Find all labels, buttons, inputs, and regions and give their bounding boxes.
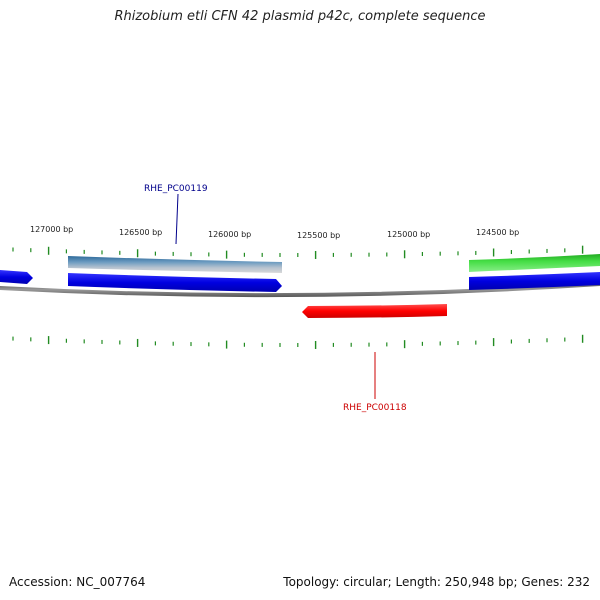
gene-blue-left-edge[interactable]: [0, 270, 33, 284]
gene-blue-center[interactable]: [68, 273, 282, 292]
ruler-label-125000: 125000 bp: [387, 230, 430, 239]
ruler-label-127000: 127000 bp: [30, 225, 73, 234]
gene-blue-right[interactable]: [469, 272, 600, 290]
summary-text: Topology: circular; Length: 250,948 bp; …: [283, 575, 590, 589]
gene-steel-rhe-pc00119[interactable]: [68, 256, 282, 273]
gene-red-rhe-pc00118[interactable]: [302, 304, 447, 318]
feature-label-rhe-pc00118[interactable]: RHE_PC00118: [343, 403, 407, 413]
ruler-label-126500: 126500 bp: [119, 228, 162, 237]
ruler-label-124500: 124500 bp: [476, 228, 519, 237]
ruler-labels: 127000 bp 126500 bp 126000 bp 125500 bp …: [30, 225, 519, 240]
gene-green-right[interactable]: [469, 254, 600, 272]
callout-line-rhe-pc00119: [175, 193, 179, 245]
map-title: Rhizobium etli CFN 42 plasmid p42c, comp…: [114, 9, 486, 24]
bottom-tick-row: [12, 334, 584, 349]
feature-label-rhe-pc00119[interactable]: RHE_PC00119: [144, 184, 208, 194]
ruler-label-126000: 126000 bp: [208, 230, 251, 239]
backbone-arc: [0, 282, 600, 298]
ruler-label-125500: 125500 bp: [297, 231, 340, 240]
accession-text: Accession: NC_007764: [9, 575, 146, 589]
top-tick-row: [12, 245, 584, 259]
